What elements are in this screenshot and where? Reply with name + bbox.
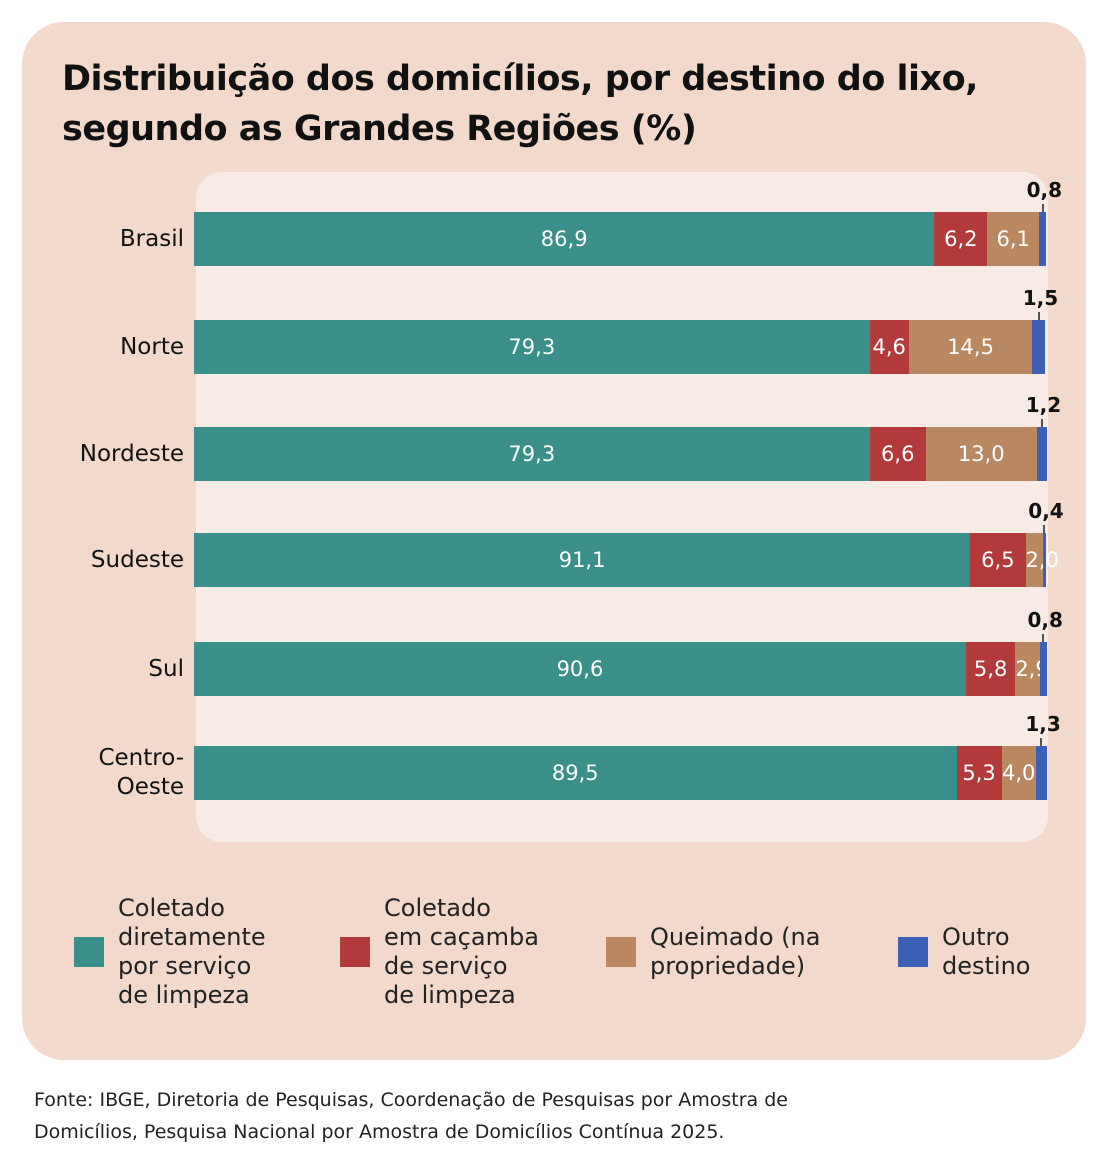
bar-segment	[869, 427, 926, 481]
bar-segment	[1042, 533, 1046, 587]
bar-segment	[1039, 212, 1046, 266]
data-label: 6,1	[996, 227, 1030, 251]
bar-segment	[194, 533, 971, 587]
label-leader	[1041, 204, 1044, 212]
legend-item: Queimado (na propriedade)	[606, 893, 820, 1011]
bar-segment	[194, 212, 935, 266]
bar-segment	[1040, 642, 1047, 696]
data-label: 2,0	[1026, 533, 1059, 587]
data-label: 0,8	[1026, 178, 1063, 202]
label-leader	[1042, 634, 1045, 642]
data-label: 89,5	[551, 761, 599, 785]
bar-segment	[194, 427, 870, 481]
category-label: Nordeste	[79, 440, 184, 467]
bar-segment	[1035, 746, 1047, 800]
legend-swatch	[606, 937, 636, 967]
category-label: Centro- Oeste	[98, 745, 184, 800]
data-label: 90,6	[556, 657, 604, 681]
bar-segment	[987, 212, 1040, 266]
bar-segment	[908, 320, 1033, 374]
data-label: 1,5	[1022, 286, 1059, 310]
bar-segment	[194, 642, 966, 696]
bar-segment	[1036, 427, 1047, 481]
title-line-2: segundo as Grandes Regiões (%)	[62, 109, 697, 149]
legend-label: Queimado (na propriedade)	[650, 923, 821, 980]
data-label: 4,0	[1002, 761, 1036, 785]
bar-segment	[1015, 642, 1041, 696]
data-label: 0,8	[1027, 608, 1063, 632]
legend-swatch	[74, 937, 104, 967]
legend-item: Coletado em caçamba de serviço de limpeza	[340, 893, 539, 1011]
category-label: Norte	[120, 333, 184, 360]
chart-title: Distribuição dos domicílios, por destino…	[62, 54, 978, 154]
data-label: 13,0	[957, 442, 1005, 466]
bar-segment	[956, 746, 1002, 800]
category-label: Sul	[148, 655, 184, 682]
source-line-2: Domicílios, Pesquisa Nacional por Amostr…	[34, 1121, 725, 1143]
data-label: 0,4	[1028, 499, 1064, 523]
data-label: 14,5	[947, 335, 994, 359]
legend-swatch	[340, 937, 370, 967]
bar-segment	[1001, 746, 1036, 800]
data-label: 5,8	[973, 657, 1008, 681]
bar-segment	[934, 212, 988, 266]
category-label: Brasil	[119, 225, 184, 252]
plot-area	[196, 172, 1048, 842]
label-leader	[1037, 312, 1040, 320]
legend-label: Outro destino	[942, 923, 1031, 980]
data-label: 6,5	[981, 548, 1015, 572]
bar-segment	[925, 427, 1037, 481]
legend-item: Coletado diretamente por serviço de limpeza	[74, 893, 266, 1011]
bar-segment	[194, 320, 870, 374]
category-label: Sudeste	[90, 546, 184, 573]
legend-label: Coletado em caçamba de serviço de limpeza	[384, 894, 539, 1009]
data-label: 6,6	[881, 442, 915, 466]
data-label: 2,9	[1015, 657, 1049, 681]
source-note: Fonte: IBGE, Diretoria de Pesquisas, Coo…	[34, 1084, 788, 1148]
data-label: 1,3	[1025, 712, 1061, 736]
bar-segment	[194, 746, 957, 800]
data-label: 91,1	[558, 548, 606, 572]
data-label: 79,3	[508, 442, 556, 466]
legend-swatch	[898, 937, 928, 967]
bar-segment	[869, 320, 909, 374]
data-label: 1,2	[1025, 393, 1062, 417]
label-leader	[1043, 525, 1046, 533]
label-leader	[1040, 419, 1043, 427]
source-line-1: Fonte: IBGE, Diretoria de Pesquisas, Coo…	[34, 1089, 788, 1111]
bar-segment	[965, 642, 1016, 696]
legend-item: Outro destino	[898, 893, 1030, 1011]
bar-segment	[1032, 320, 1046, 374]
data-label: 4,6	[872, 335, 906, 359]
data-label: 6,2	[944, 227, 978, 251]
title-line-1: Distribuição dos domicílios, por destino…	[62, 59, 978, 99]
legend-label: Coletado diretamente por serviço de limpeza	[118, 894, 266, 1009]
bar-segment	[1025, 533, 1043, 587]
bar-segment	[970, 533, 1026, 587]
data-label: 86,9	[540, 227, 588, 251]
data-label: 5,3	[962, 761, 996, 785]
data-label: 79,3	[508, 335, 556, 359]
label-leader	[1040, 738, 1043, 746]
